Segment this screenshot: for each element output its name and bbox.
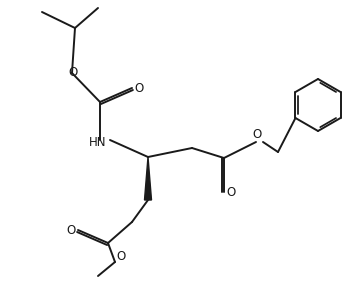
Text: O: O [68, 67, 78, 79]
Text: O: O [116, 249, 126, 263]
Text: HN: HN [89, 135, 107, 148]
Text: O: O [252, 127, 262, 141]
Text: O: O [135, 82, 144, 94]
Polygon shape [144, 157, 152, 200]
Text: O: O [226, 187, 236, 199]
Text: O: O [67, 224, 76, 236]
